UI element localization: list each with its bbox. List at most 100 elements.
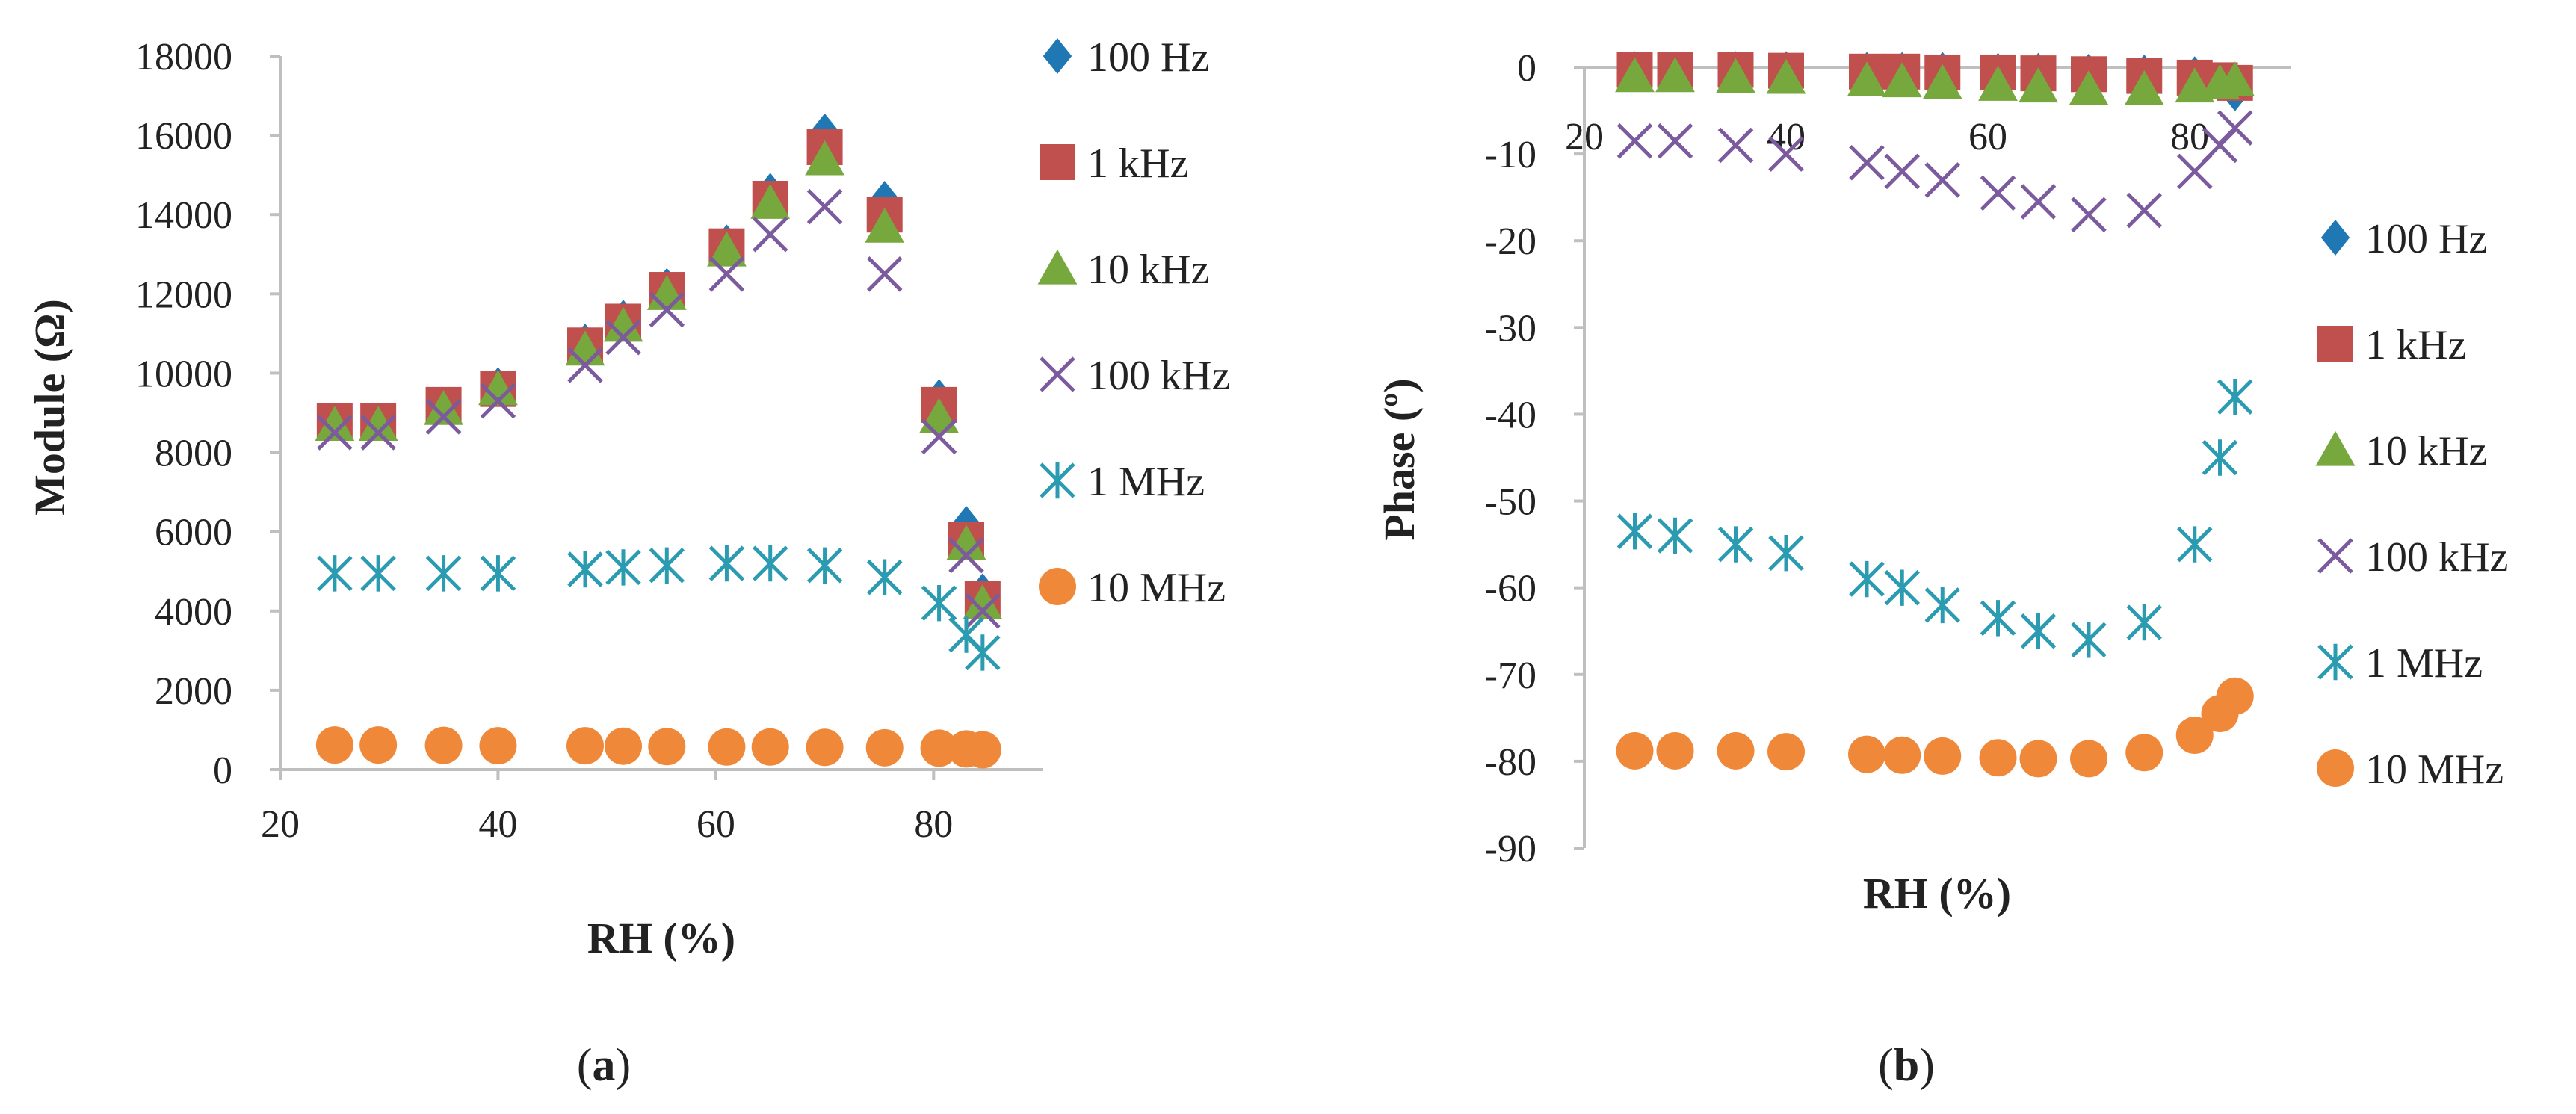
panel-b-legend-marker-10-mhz — [2317, 749, 2354, 787]
panel-a-point-1-mhz — [425, 555, 462, 592]
panel-b-point-10-mhz — [2125, 734, 2163, 772]
panel-a-point-100-khz — [605, 319, 641, 356]
panel-a-series-10-mhz — [315, 726, 1001, 769]
panel-b-point-10-mhz — [2216, 677, 2254, 715]
panel-a-point-100-khz — [965, 593, 1001, 629]
panel-b-point-1-mhz — [1768, 535, 1804, 572]
panel-b-y-tick-label: -10 — [1485, 134, 1536, 176]
panel-b-point-1-mhz — [1884, 569, 1921, 606]
panel-b-point-10-khz — [1847, 61, 1887, 97]
panel-a-legend: 100 Hz 1 kHz 10 kHz 100 kHz 1 MHz 10 MHz — [1037, 34, 1230, 611]
panel-b-point-10-mhz — [1979, 739, 2017, 777]
panel-b-point-10-mhz — [1883, 736, 1921, 774]
panel-b-point-1-mhz — [2071, 622, 2107, 658]
panel-a-legend-label: 100 Hz — [1087, 34, 1209, 81]
panel-b-point-1-mhz — [2176, 526, 2213, 563]
panel-b-x-tick-label: 40 — [1767, 116, 1806, 158]
panel-a-point-10-mhz — [648, 728, 686, 766]
panel-a-y-tick-label: 10000 — [135, 353, 232, 395]
panel-b-x-tick-label: 60 — [1968, 116, 2007, 158]
panel-b-label: (b) — [1878, 1040, 1935, 1091]
panel-b-y-tick-label: -30 — [1485, 307, 1536, 350]
panel-a-point-10-khz — [358, 406, 398, 442]
panel-a-y-tick-label: 0 — [213, 749, 232, 792]
panel-b-point-10-khz — [1882, 62, 1922, 98]
panel-a-legend-marker-1-khz — [1040, 144, 1075, 180]
panel-b-y-axis-title: Phase (º) — [1375, 378, 1424, 540]
panel-b-legend-item-100-khz: 100 kHz — [2317, 534, 2508, 581]
panel-b-point-100-khz — [2020, 184, 2057, 220]
panel-a-point-1-mhz — [708, 545, 745, 582]
panel-b-y-tick-label: -40 — [1485, 394, 1536, 436]
panel-a-y-tick-label: 8000 — [155, 433, 232, 475]
panel-a-point-100-khz — [649, 291, 685, 328]
panel-a-y-tick-label: 16000 — [135, 115, 232, 158]
panel-a-point-1-mhz — [649, 547, 685, 584]
panel-a-point-1-mhz — [605, 549, 641, 586]
panel-b-point-100-khz — [1980, 175, 2016, 211]
panel-a-x-tick-label: 60 — [696, 803, 735, 846]
panel-a-legend-item-100-hz: 100 Hz — [1043, 34, 1209, 81]
panel-b-point-100-khz — [1616, 123, 1653, 159]
panel-b-point-10-mhz — [1924, 737, 1962, 775]
panel-b-legend-marker-100-hz — [2320, 220, 2350, 256]
panel-a-legend-marker-100-khz — [1040, 356, 1075, 392]
panel-a-y-tick-label: 6000 — [155, 512, 232, 554]
panel-b-y-tick-label: -90 — [1485, 828, 1536, 870]
panel-a-legend-item-1-mhz: 1 MHz — [1040, 459, 1205, 505]
panel-a-point-1-mhz — [317, 555, 353, 592]
panel-a-point-100-khz — [317, 415, 353, 451]
panel-a-point-10-khz — [963, 584, 1003, 619]
panel-a-point-10-khz — [805, 140, 844, 176]
panel-a-y-axis-title: Module (Ω) — [25, 299, 74, 516]
panel-a-point-10-mhz — [359, 726, 398, 764]
panel-a-series-10-khz — [315, 140, 1003, 619]
panel-a-legend-label: 1 kHz — [1087, 140, 1188, 187]
panel-b-point-100-khz — [2071, 197, 2107, 233]
panel-a-legend-label: 100 kHz — [1087, 353, 1230, 399]
panel-b-point-10-khz — [1655, 57, 1695, 93]
panel-a-y-tick-label: 18000 — [135, 36, 232, 78]
panel-b-point-100-khz — [1884, 153, 1921, 190]
panel-b-x-tick-label: 80 — [2170, 116, 2209, 158]
panel-b-legend-marker-10-khz — [2315, 430, 2356, 466]
panel-b-legend-label: 1 MHz — [2365, 640, 2483, 687]
panel-a-point-10-mhz — [315, 726, 353, 764]
panel-b-point-100-khz — [2217, 110, 2253, 146]
panel-b-point-10-mhz — [1767, 733, 1805, 771]
panel-b-point-10-khz — [2124, 69, 2164, 105]
panel-a-x-tick-label: 40 — [478, 803, 517, 846]
panel-a-x-axis-title: RH (%) — [587, 914, 735, 962]
panel-b-point-10-mhz — [1717, 731, 1755, 770]
panel-b-legend-label: 100 kHz — [2365, 534, 2508, 581]
panel-a-series-1-mhz — [317, 545, 1001, 671]
panel-a-point-10-mhz — [865, 728, 904, 767]
panel-a-point-100-khz — [708, 256, 745, 292]
panel-a-y-tick-label: 14000 — [135, 194, 232, 237]
panel-a-legend-marker-1-mhz — [1040, 462, 1075, 499]
panel-a-point-1-mhz — [480, 555, 516, 592]
panel-a-point-10-khz — [603, 306, 643, 342]
panel-a-legend-label: 10 kHz — [1087, 247, 1209, 293]
panel-b-point-10-khz — [1615, 57, 1655, 93]
panel-b-point-100-khz — [1717, 127, 1754, 164]
panel-a-point-100-khz — [921, 418, 957, 455]
panel-b-point-1-mhz — [2126, 604, 2163, 641]
panel-a-x-tick-label: 20 — [261, 803, 300, 846]
panel-b-point-1-mhz — [1980, 600, 2016, 637]
panel-a-y-tick-label: 4000 — [155, 591, 232, 634]
panel-b-point-1-mhz — [1657, 517, 1693, 554]
panel-b-point-10-khz — [1922, 64, 1962, 99]
panel-b-point-100-khz — [1849, 144, 1885, 181]
panel-a-point-100-khz — [480, 383, 516, 419]
panel-a-legend-label: 10 MHz — [1087, 565, 1226, 611]
panel-a-point-100-khz — [360, 415, 396, 451]
panel-b-point-1-mhz — [2202, 439, 2238, 476]
panel-b-point-10-khz — [1978, 66, 2018, 101]
panel-b-legend-item-10-mhz: 10 MHz — [2317, 746, 2504, 793]
panel-b-y-tick-label: -80 — [1485, 741, 1536, 784]
panel-b-series-10-khz — [1615, 57, 2255, 105]
panel-a-point-100-khz — [948, 537, 984, 574]
